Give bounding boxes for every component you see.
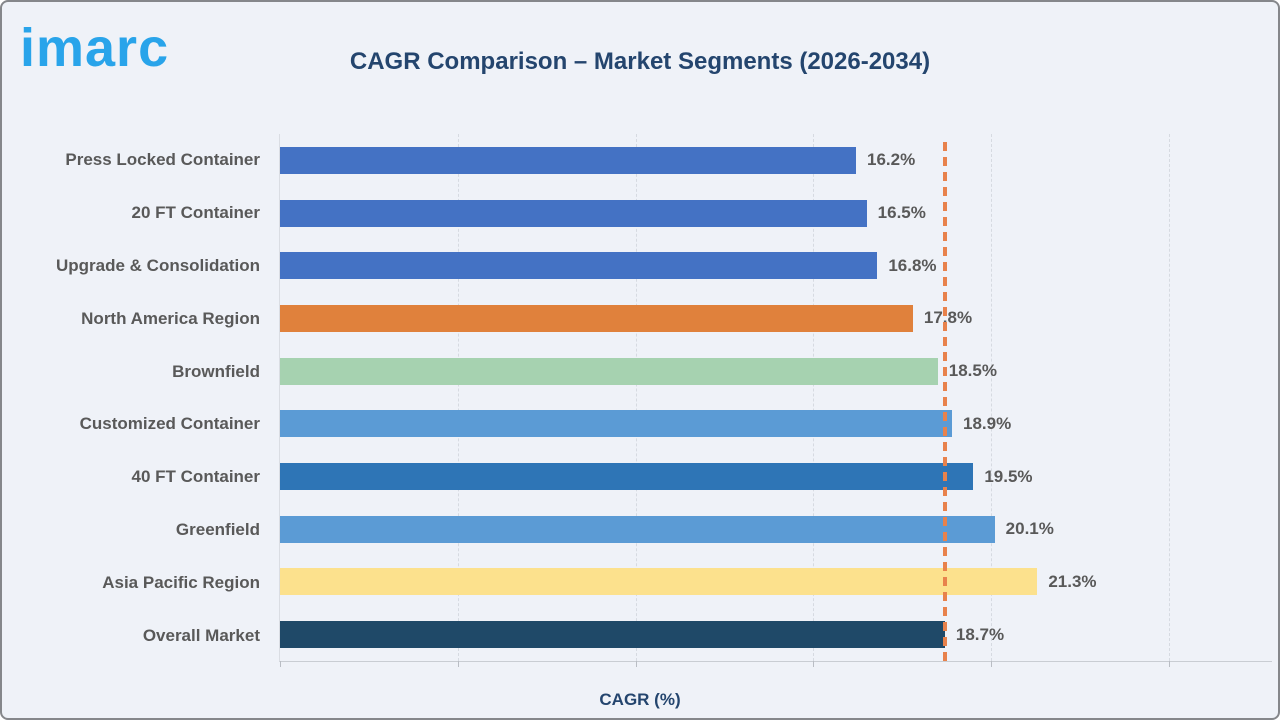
bar [280, 252, 878, 280]
bar-row: 16.8% [280, 239, 1272, 292]
imarc-logo: imarc [20, 18, 170, 78]
gridline [635, 134, 637, 666]
category-label: Press Locked Container [65, 150, 260, 170]
bar [280, 410, 952, 438]
bar-value-label: 19.5% [984, 466, 1033, 486]
category-label: 20 FT Container [131, 203, 260, 223]
bar-value-label: 21.3% [1048, 571, 1097, 591]
x-axis-title: CAGR (%) [599, 690, 681, 709]
category-label: Upgrade & Consolidation [56, 255, 260, 275]
chart-title: CAGR Comparison – Market Segments (2026-… [349, 48, 931, 75]
bar-row: 18.7% [280, 608, 1272, 661]
bar-value-label: 18.9% [963, 413, 1012, 433]
category-axis: Press Locked Container 20 FT Container Upg… [2, 134, 260, 662]
category-label: Brownfield [172, 361, 260, 381]
bar-value-label: 16.8% [888, 255, 937, 275]
axis-tick [280, 661, 281, 667]
bar-row: 18.9% [280, 398, 1272, 451]
category-label: North America Region [81, 308, 260, 328]
axis-tick [635, 661, 637, 667]
category-label: Customized Container [79, 414, 260, 434]
bar [280, 621, 945, 649]
bar [280, 357, 938, 385]
bar-row: 16.2% [280, 134, 1272, 187]
category-label: Asia Pacific Region [102, 572, 260, 592]
reference-line [942, 142, 947, 665]
plot-area: 16.2% 16.5% 16.8% 17.8% 18.5% 18.9% 19.5% 20.1%… [279, 134, 1272, 667]
bar-row: 21.3% [280, 556, 1272, 609]
bar-value-label: 18.5% [948, 361, 997, 381]
bar-row: 20.1% [280, 503, 1272, 556]
bar-value-label: 16.2% [867, 150, 916, 170]
bar-value-label: 20.1% [1005, 519, 1054, 539]
bar [280, 304, 913, 332]
gridline [813, 134, 815, 666]
bar-value-label: 16.5% [877, 203, 926, 223]
bar-value-label: 18.7% [955, 624, 1005, 644]
gridline [1168, 134, 1170, 666]
bar-row: 19.5% [280, 450, 1272, 503]
bar [280, 515, 995, 543]
axis-tick [457, 661, 459, 667]
bar-value-label: 17.8% [923, 308, 973, 328]
bar-row: 17.8% [280, 292, 1272, 345]
axis-tick [1168, 661, 1170, 667]
bar [280, 199, 867, 227]
bar-row: 18.5% [280, 345, 1272, 398]
bar [280, 146, 856, 174]
category-label: Overall Market [142, 625, 260, 645]
gridline [457, 134, 459, 666]
axis-tick [991, 661, 993, 667]
bar [280, 568, 1038, 596]
category-label: 40 FT Container [131, 467, 260, 487]
axis-tick [813, 661, 815, 667]
bar [280, 463, 974, 491]
category-label: Greenfield [175, 519, 260, 539]
gridline [991, 134, 993, 666]
bar-row: 16.5% [280, 187, 1272, 240]
